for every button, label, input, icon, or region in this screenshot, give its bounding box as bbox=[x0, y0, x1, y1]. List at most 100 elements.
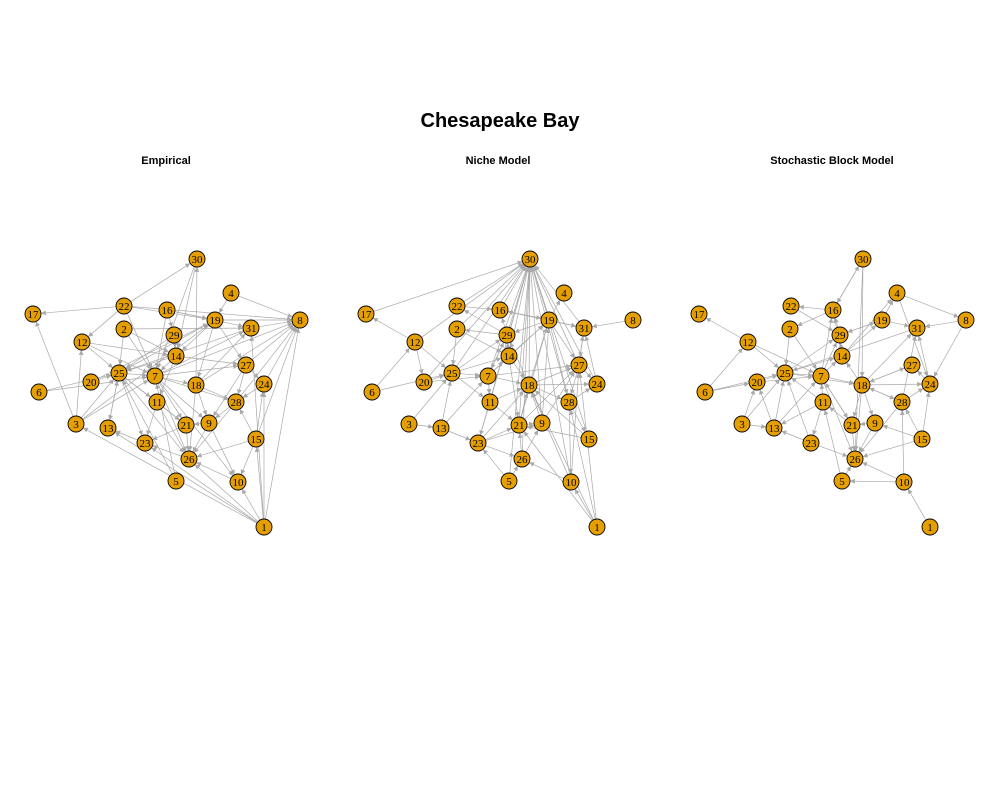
edge-22-to-29 bbox=[797, 309, 834, 332]
edge-15-to-10 bbox=[240, 446, 254, 475]
edge-7-to-18 bbox=[162, 377, 189, 385]
edge-layer bbox=[35, 263, 301, 524]
node-18: 18 bbox=[187, 376, 205, 394]
node-label: 27 bbox=[241, 360, 253, 372]
node-19: 19 bbox=[540, 311, 558, 329]
node-7: 7 bbox=[146, 367, 164, 385]
node-23: 23 bbox=[136, 434, 154, 452]
edge-1-to-18 bbox=[532, 392, 594, 520]
node-label: 2 bbox=[121, 324, 127, 336]
node-circle bbox=[921, 375, 939, 393]
edge-12-to-25 bbox=[753, 346, 780, 369]
node-24: 24 bbox=[921, 375, 939, 393]
edge-7-to-8 bbox=[162, 322, 293, 374]
edge-11-to-7 bbox=[819, 383, 825, 395]
node-circle bbox=[560, 393, 578, 411]
node-label: 11 bbox=[152, 397, 163, 409]
node-5: 5 bbox=[167, 472, 185, 490]
edge-7-to-9 bbox=[160, 381, 204, 418]
node-circle bbox=[188, 250, 206, 268]
edge-21-to-11 bbox=[829, 406, 846, 421]
node-circle bbox=[570, 356, 588, 374]
node-label: 9 bbox=[872, 418, 878, 430]
node-20: 20 bbox=[82, 373, 100, 391]
node-circle bbox=[833, 347, 851, 365]
node-circle bbox=[733, 415, 751, 433]
node-label: 3 bbox=[406, 419, 412, 431]
node-label: 10 bbox=[233, 477, 245, 489]
edge-15-to-28 bbox=[239, 408, 253, 433]
edge-1-to-10 bbox=[907, 488, 927, 521]
node-29: 29 bbox=[831, 326, 849, 344]
edge-31-to-27 bbox=[578, 335, 584, 358]
edge-18-to-29 bbox=[509, 342, 527, 378]
edge-18-to-9 bbox=[198, 392, 208, 416]
edge-7-to-29 bbox=[824, 342, 837, 369]
edge-11-to-23 bbox=[479, 409, 489, 436]
edge-22-to-30 bbox=[130, 263, 191, 302]
node-label: 11 bbox=[485, 397, 496, 409]
edge-28-to-15 bbox=[572, 408, 586, 433]
edge-13-to-25 bbox=[775, 380, 785, 421]
node-label: 23 bbox=[473, 438, 485, 450]
node-6: 6 bbox=[30, 383, 48, 401]
edge-29-to-30 bbox=[508, 266, 529, 328]
node-4: 4 bbox=[888, 284, 906, 302]
edge-27-to-8 bbox=[251, 324, 295, 361]
edge-29-to-16 bbox=[501, 317, 506, 328]
node-label: 18 bbox=[191, 380, 203, 392]
node-11: 11 bbox=[814, 393, 832, 411]
node-circle bbox=[802, 434, 820, 452]
node-label: 24 bbox=[925, 379, 937, 391]
node-circle bbox=[247, 430, 265, 448]
node-circle bbox=[448, 297, 466, 315]
node-label: 26 bbox=[850, 454, 862, 466]
edge-15-to-30 bbox=[531, 266, 587, 432]
node-label: 20 bbox=[752, 377, 764, 389]
node-label: 22 bbox=[786, 301, 797, 313]
node-circle bbox=[833, 472, 851, 490]
node-6: 6 bbox=[696, 383, 714, 401]
edge-26-to-9 bbox=[525, 429, 539, 453]
edge-16-to-2 bbox=[797, 312, 826, 327]
edge-22-to-12 bbox=[87, 310, 119, 338]
edge-30-to-16 bbox=[836, 265, 860, 304]
edge-12-to-30 bbox=[421, 263, 524, 338]
edge-19-to-4 bbox=[885, 299, 894, 314]
node-circle bbox=[843, 416, 861, 434]
edge-19-to-31 bbox=[889, 321, 910, 328]
node-circle bbox=[562, 473, 580, 491]
node-label: 13 bbox=[769, 423, 781, 435]
figure-title: Chesapeake Bay bbox=[421, 110, 581, 132]
node-label: 19 bbox=[210, 315, 222, 327]
edge-25-to-7 bbox=[792, 372, 814, 378]
edge-18-to-27 bbox=[536, 367, 572, 383]
node-circle bbox=[99, 419, 117, 437]
node-27: 27 bbox=[903, 356, 921, 374]
node-circle bbox=[357, 305, 375, 323]
node-19: 19 bbox=[206, 311, 224, 329]
node-label: 14 bbox=[504, 351, 516, 363]
edge-25-to-7 bbox=[459, 372, 481, 378]
node-label: 16 bbox=[828, 305, 840, 317]
edge-21-to-18 bbox=[520, 392, 529, 418]
edge-8-to-31 bbox=[591, 320, 626, 329]
node-circle bbox=[513, 450, 531, 468]
node-15: 15 bbox=[247, 430, 265, 448]
node-circle bbox=[913, 430, 931, 448]
node-1: 1 bbox=[588, 518, 606, 536]
edge-13-to-7 bbox=[779, 381, 816, 423]
node-circle bbox=[814, 393, 832, 411]
node-circle bbox=[167, 472, 185, 490]
edge-4-to-24 bbox=[899, 300, 928, 377]
node-circle bbox=[873, 311, 891, 329]
node-label: 19 bbox=[877, 315, 889, 327]
edge-1-to-23 bbox=[151, 447, 258, 523]
node-label: 24 bbox=[259, 379, 271, 391]
node-label: 11 bbox=[818, 397, 829, 409]
node-label: 18 bbox=[524, 380, 536, 392]
node-circle bbox=[831, 326, 849, 344]
edge-28-to-9 bbox=[215, 406, 230, 419]
edge-12-to-17 bbox=[372, 317, 409, 339]
node-28: 28 bbox=[227, 393, 245, 411]
